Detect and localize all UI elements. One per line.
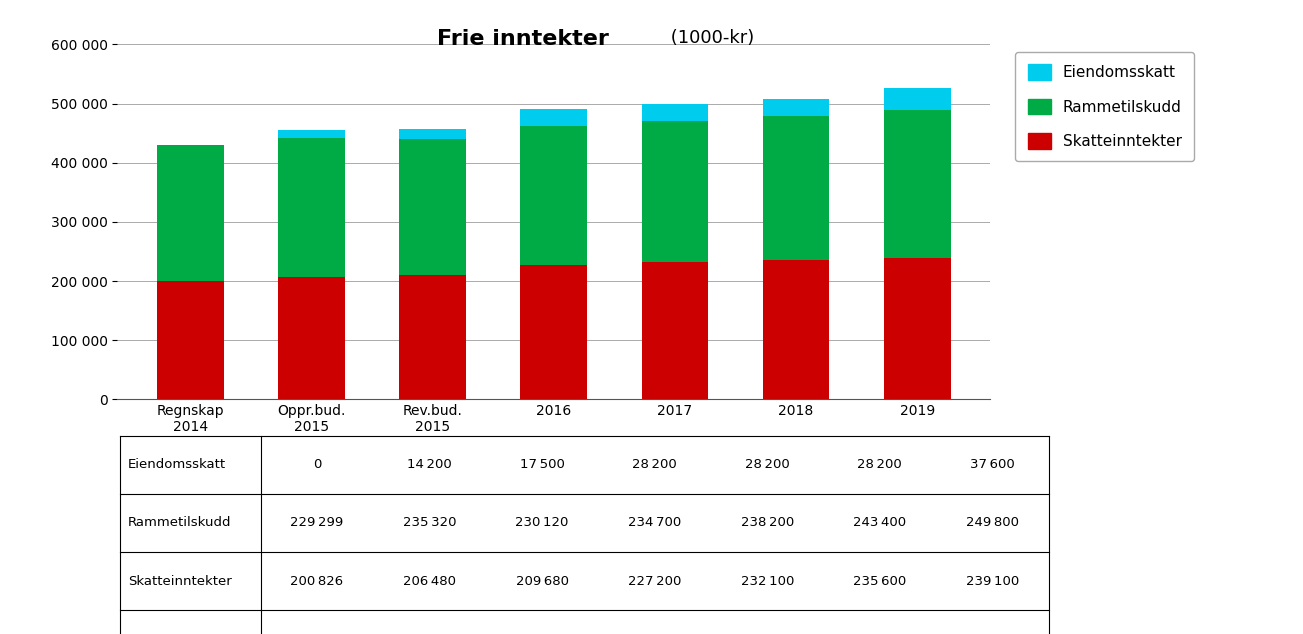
- Bar: [762, 100, 830, 116]
- Text: Frie inntekter: Frie inntekter: [437, 29, 609, 49]
- Bar: [641, 105, 709, 121]
- Text: 28 200: 28 200: [632, 458, 678, 471]
- Text: 206 480: 206 480: [403, 574, 456, 588]
- Bar: [278, 138, 345, 277]
- Bar: [278, 277, 345, 399]
- Text: Eiendomsskatt: Eiendomsskatt: [128, 458, 227, 471]
- Bar: [762, 260, 830, 399]
- Text: 234 700: 234 700: [628, 517, 681, 529]
- Bar: [520, 126, 588, 265]
- Text: 235 600: 235 600: [853, 574, 907, 588]
- Bar: [883, 88, 951, 110]
- Text: 230 120: 230 120: [516, 517, 568, 529]
- Text: 232 100: 232 100: [740, 574, 794, 588]
- Bar: [156, 145, 224, 281]
- Text: Rammetilskudd: Rammetilskudd: [128, 517, 232, 529]
- Bar: [156, 281, 224, 399]
- Text: 249 800: 249 800: [966, 517, 1019, 529]
- Text: 17 500: 17 500: [520, 458, 564, 471]
- Text: 229 299: 229 299: [291, 517, 344, 529]
- Text: (1000-kr): (1000-kr): [665, 29, 753, 46]
- Text: 243 400: 243 400: [853, 517, 907, 529]
- Text: 235 320: 235 320: [403, 517, 456, 529]
- Bar: [641, 262, 709, 399]
- Text: 239 100: 239 100: [966, 574, 1019, 588]
- Bar: [399, 129, 466, 139]
- Bar: [883, 110, 951, 258]
- Text: 209 680: 209 680: [516, 574, 568, 588]
- Bar: [641, 121, 709, 262]
- Text: Skatteinntekter: Skatteinntekter: [128, 574, 232, 588]
- Text: 0: 0: [313, 458, 321, 471]
- Bar: [399, 275, 466, 399]
- Bar: [278, 129, 345, 138]
- Bar: [762, 116, 830, 260]
- Text: 14 200: 14 200: [407, 458, 452, 471]
- Legend: Eiendomsskatt, Rammetilskudd, Skatteinntekter: Eiendomsskatt, Rammetilskudd, Skatteinnt…: [1015, 52, 1194, 161]
- Bar: [883, 258, 951, 399]
- Text: 28 200: 28 200: [745, 458, 790, 471]
- Bar: [399, 139, 466, 275]
- Text: 200 826: 200 826: [291, 574, 344, 588]
- Text: 37 600: 37 600: [969, 458, 1015, 471]
- Text: 227 200: 227 200: [628, 574, 681, 588]
- Bar: [520, 265, 588, 399]
- Bar: [520, 110, 588, 126]
- Text: 238 200: 238 200: [740, 517, 794, 529]
- Text: 28 200: 28 200: [857, 458, 902, 471]
